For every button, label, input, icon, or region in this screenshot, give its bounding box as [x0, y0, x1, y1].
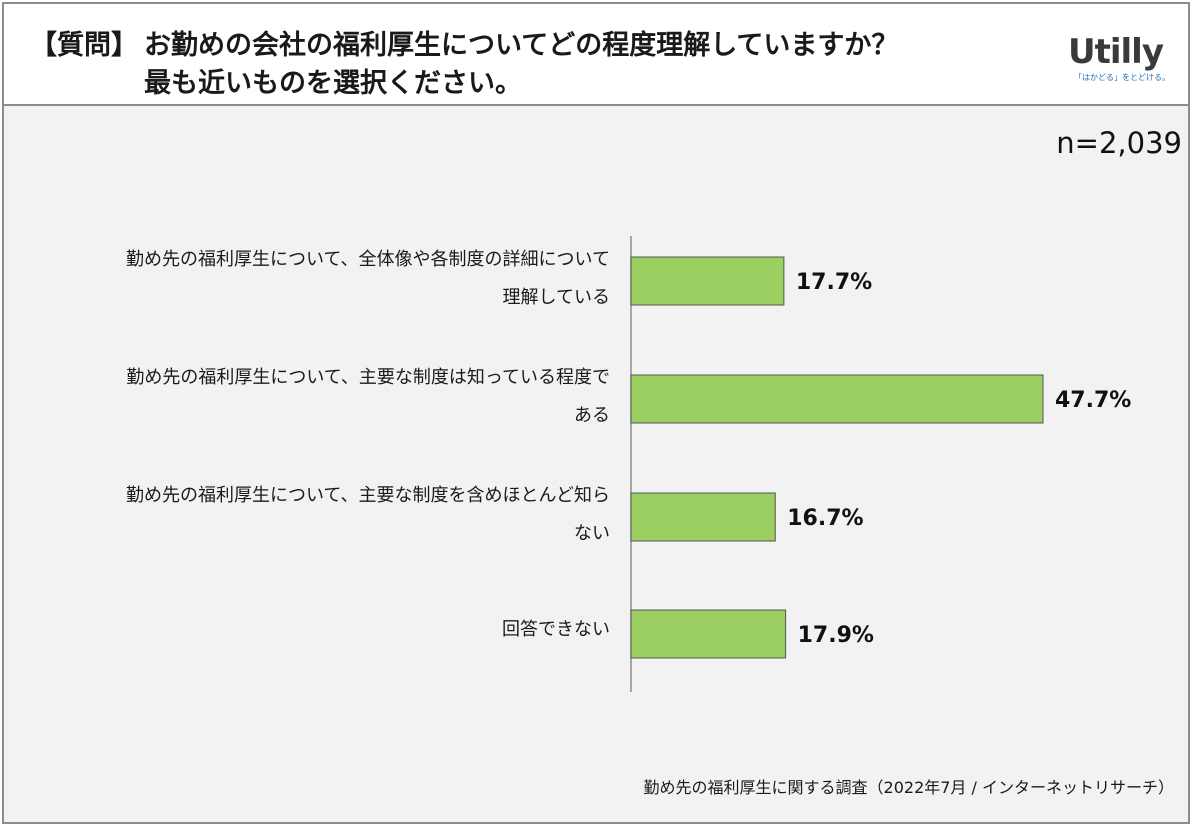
category-label-line: ある [574, 405, 610, 426]
bar-value-label-2: 47.7% [1055, 388, 1131, 413]
sample-size: n=2,039 [1056, 126, 1182, 160]
bar-1 [630, 256, 785, 306]
question-tag: 【質問】 [30, 30, 138, 61]
bar-value-label-1: 17.7% [796, 270, 872, 295]
bar-value-label-4: 17.9% [798, 623, 874, 648]
question-text-line2: 最も近いものを選択ください。 [144, 68, 522, 99]
bar-value-label-3: 16.7% [787, 506, 863, 531]
category-label-1: 勤め先の福利厚生について、全体像や各制度の詳細について理解している [70, 241, 610, 317]
survey-footnote: 勤め先の福利厚生に関する調査（2022年7月 / インターネットリサーチ） [643, 778, 1174, 797]
category-label-line: 回答できない [502, 619, 610, 640]
question-header: 【質問】 お勤めの会社の福利厚生についてどの程度理解していますか？ 最も近いもの… [4, 4, 1188, 106]
category-label-4: 回答できない [70, 611, 610, 649]
bar-2 [630, 374, 1044, 424]
category-label-line: 勤め先の福利厚生について、主要な制度は知っている程度で [126, 367, 610, 388]
utilly-logo: Utilly 「はかどる」をとどける。 [1068, 32, 1174, 84]
category-label-2: 勤め先の福利厚生について、主要な制度は知っている程度である [70, 359, 610, 435]
category-label-line: 勤め先の福利厚生について、全体像や各制度の詳細について [125, 249, 610, 270]
category-label-line: 勤め先の福利厚生について、主要な制度を含めほとんど知ら [125, 485, 610, 506]
question-text-line1: お勤めの会社の福利厚生についてどの程度理解していますか？ [144, 30, 899, 61]
category-label-line: ない [574, 523, 610, 544]
category-label-3: 勤め先の福利厚生について、主要な制度を含めほとんど知らない [70, 477, 610, 553]
logo-wordmark: Utilly [1068, 32, 1164, 72]
category-label-line: 理解している [502, 287, 610, 308]
bar-4 [630, 609, 787, 659]
logo-tagline: 「はかどる」をとどける。 [1074, 73, 1170, 82]
bar-3 [630, 492, 776, 542]
